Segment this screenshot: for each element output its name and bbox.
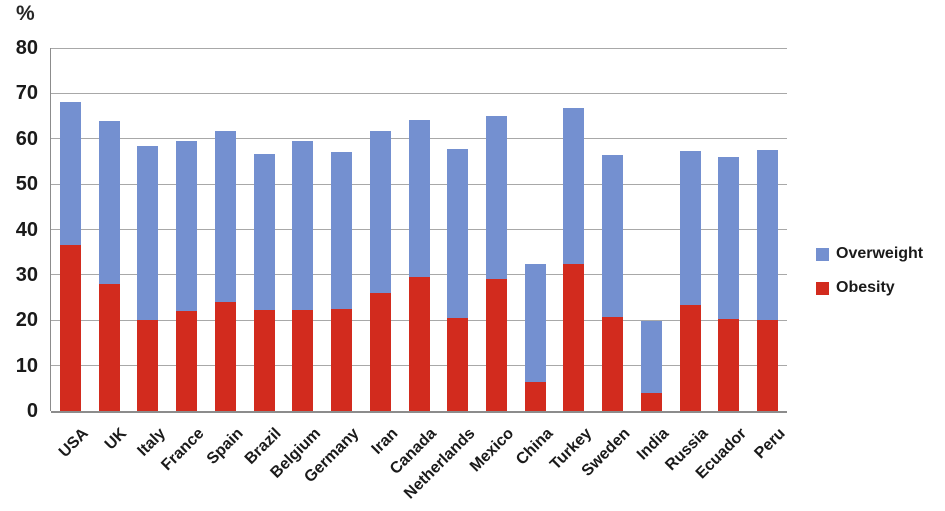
y-tick-label: 50 <box>15 173 38 196</box>
bar-segment-obesity-turkey <box>563 264 585 411</box>
plot-area <box>50 47 787 413</box>
y-tick-label: 70 <box>15 82 38 105</box>
bar-segment-obesity-india <box>640 392 662 411</box>
x-axis-line <box>51 410 787 413</box>
bar-segment-obesity-belgium <box>292 310 314 411</box>
bar-segment-obesity-china <box>524 381 546 411</box>
y-axis-unit-label: % <box>16 2 35 25</box>
bar-segment-overweight-italy <box>137 145 159 321</box>
x-tick-label: Iran <box>368 425 402 458</box>
y-axis-line <box>50 48 51 411</box>
bar-segment-overweight-peru <box>757 150 779 321</box>
bar-segment-overweight-mexico <box>485 116 507 280</box>
x-tick-label: UK <box>101 425 131 454</box>
bar-segment-obesity-peru <box>757 320 779 411</box>
y-tick-label: 30 <box>15 263 38 286</box>
bar-segment-overweight-spain <box>214 130 236 303</box>
x-tick-label: Spain <box>203 425 247 468</box>
bar-segment-overweight-germany <box>331 152 353 310</box>
bar-segment-obesity-netherlands <box>447 317 469 411</box>
bar-segment-obesity-canada <box>408 277 430 411</box>
bar-segment-overweight-usa <box>59 102 81 246</box>
bar-segment-overweight-france <box>176 141 198 312</box>
legend-label: Overweight <box>836 245 924 262</box>
bar-segment-obesity-france <box>176 311 198 411</box>
gridline <box>51 47 787 49</box>
bar-segment-obesity-sweden <box>602 317 624 411</box>
legend-item-overweight: Overweight <box>816 245 923 263</box>
bar-segment-obesity-germany <box>331 309 353 411</box>
legend-item-obesity: Obesity <box>816 279 923 297</box>
y-tick-label: 80 <box>15 37 38 59</box>
bar-segment-overweight-uk <box>98 120 120 284</box>
bar-segment-obesity-brazil <box>253 310 275 411</box>
bar-segment-obesity-russia <box>679 305 701 411</box>
bar-segment-obesity-italy <box>137 320 159 411</box>
bar-segment-overweight-ecuador <box>718 156 740 320</box>
y-tick-label: 40 <box>15 218 38 241</box>
bar-segment-obesity-usa <box>59 245 81 411</box>
legend-swatch-obesity <box>816 281 829 295</box>
legend: Overweight Obesity <box>816 245 923 313</box>
bar-segment-overweight-belgium <box>292 141 314 311</box>
bar-segment-overweight-russia <box>679 151 701 306</box>
bar-segment-overweight-india <box>640 321 662 393</box>
bar-segment-overweight-china <box>524 263 546 382</box>
bar-segment-overweight-brazil <box>253 153 275 311</box>
y-tick-label: 20 <box>15 309 38 332</box>
bar-segment-overweight-iran <box>369 130 391 294</box>
y-tick-label: 0 <box>26 400 38 422</box>
y-tick-label: 60 <box>15 127 38 150</box>
x-tick-label: France <box>158 425 208 475</box>
x-tick-label: USA <box>55 425 92 461</box>
bar-segment-overweight-sweden <box>602 155 624 318</box>
bar-segment-overweight-netherlands <box>447 148 469 318</box>
legend-swatch-overweight <box>816 247 829 261</box>
gridline <box>51 92 787 94</box>
bar-segment-obesity-ecuador <box>718 319 740 411</box>
bar-segment-obesity-mexico <box>485 279 507 411</box>
y-tick-label: 10 <box>15 354 38 377</box>
x-tick-label: Peru <box>751 425 789 463</box>
bar-segment-obesity-spain <box>214 302 236 411</box>
bar-segment-obesity-iran <box>369 293 391 411</box>
bar-segment-overweight-turkey <box>563 107 585 265</box>
bar-segment-overweight-canada <box>408 119 430 278</box>
bar-segment-obesity-uk <box>98 283 120 411</box>
legend-label: Obesity <box>836 279 895 296</box>
